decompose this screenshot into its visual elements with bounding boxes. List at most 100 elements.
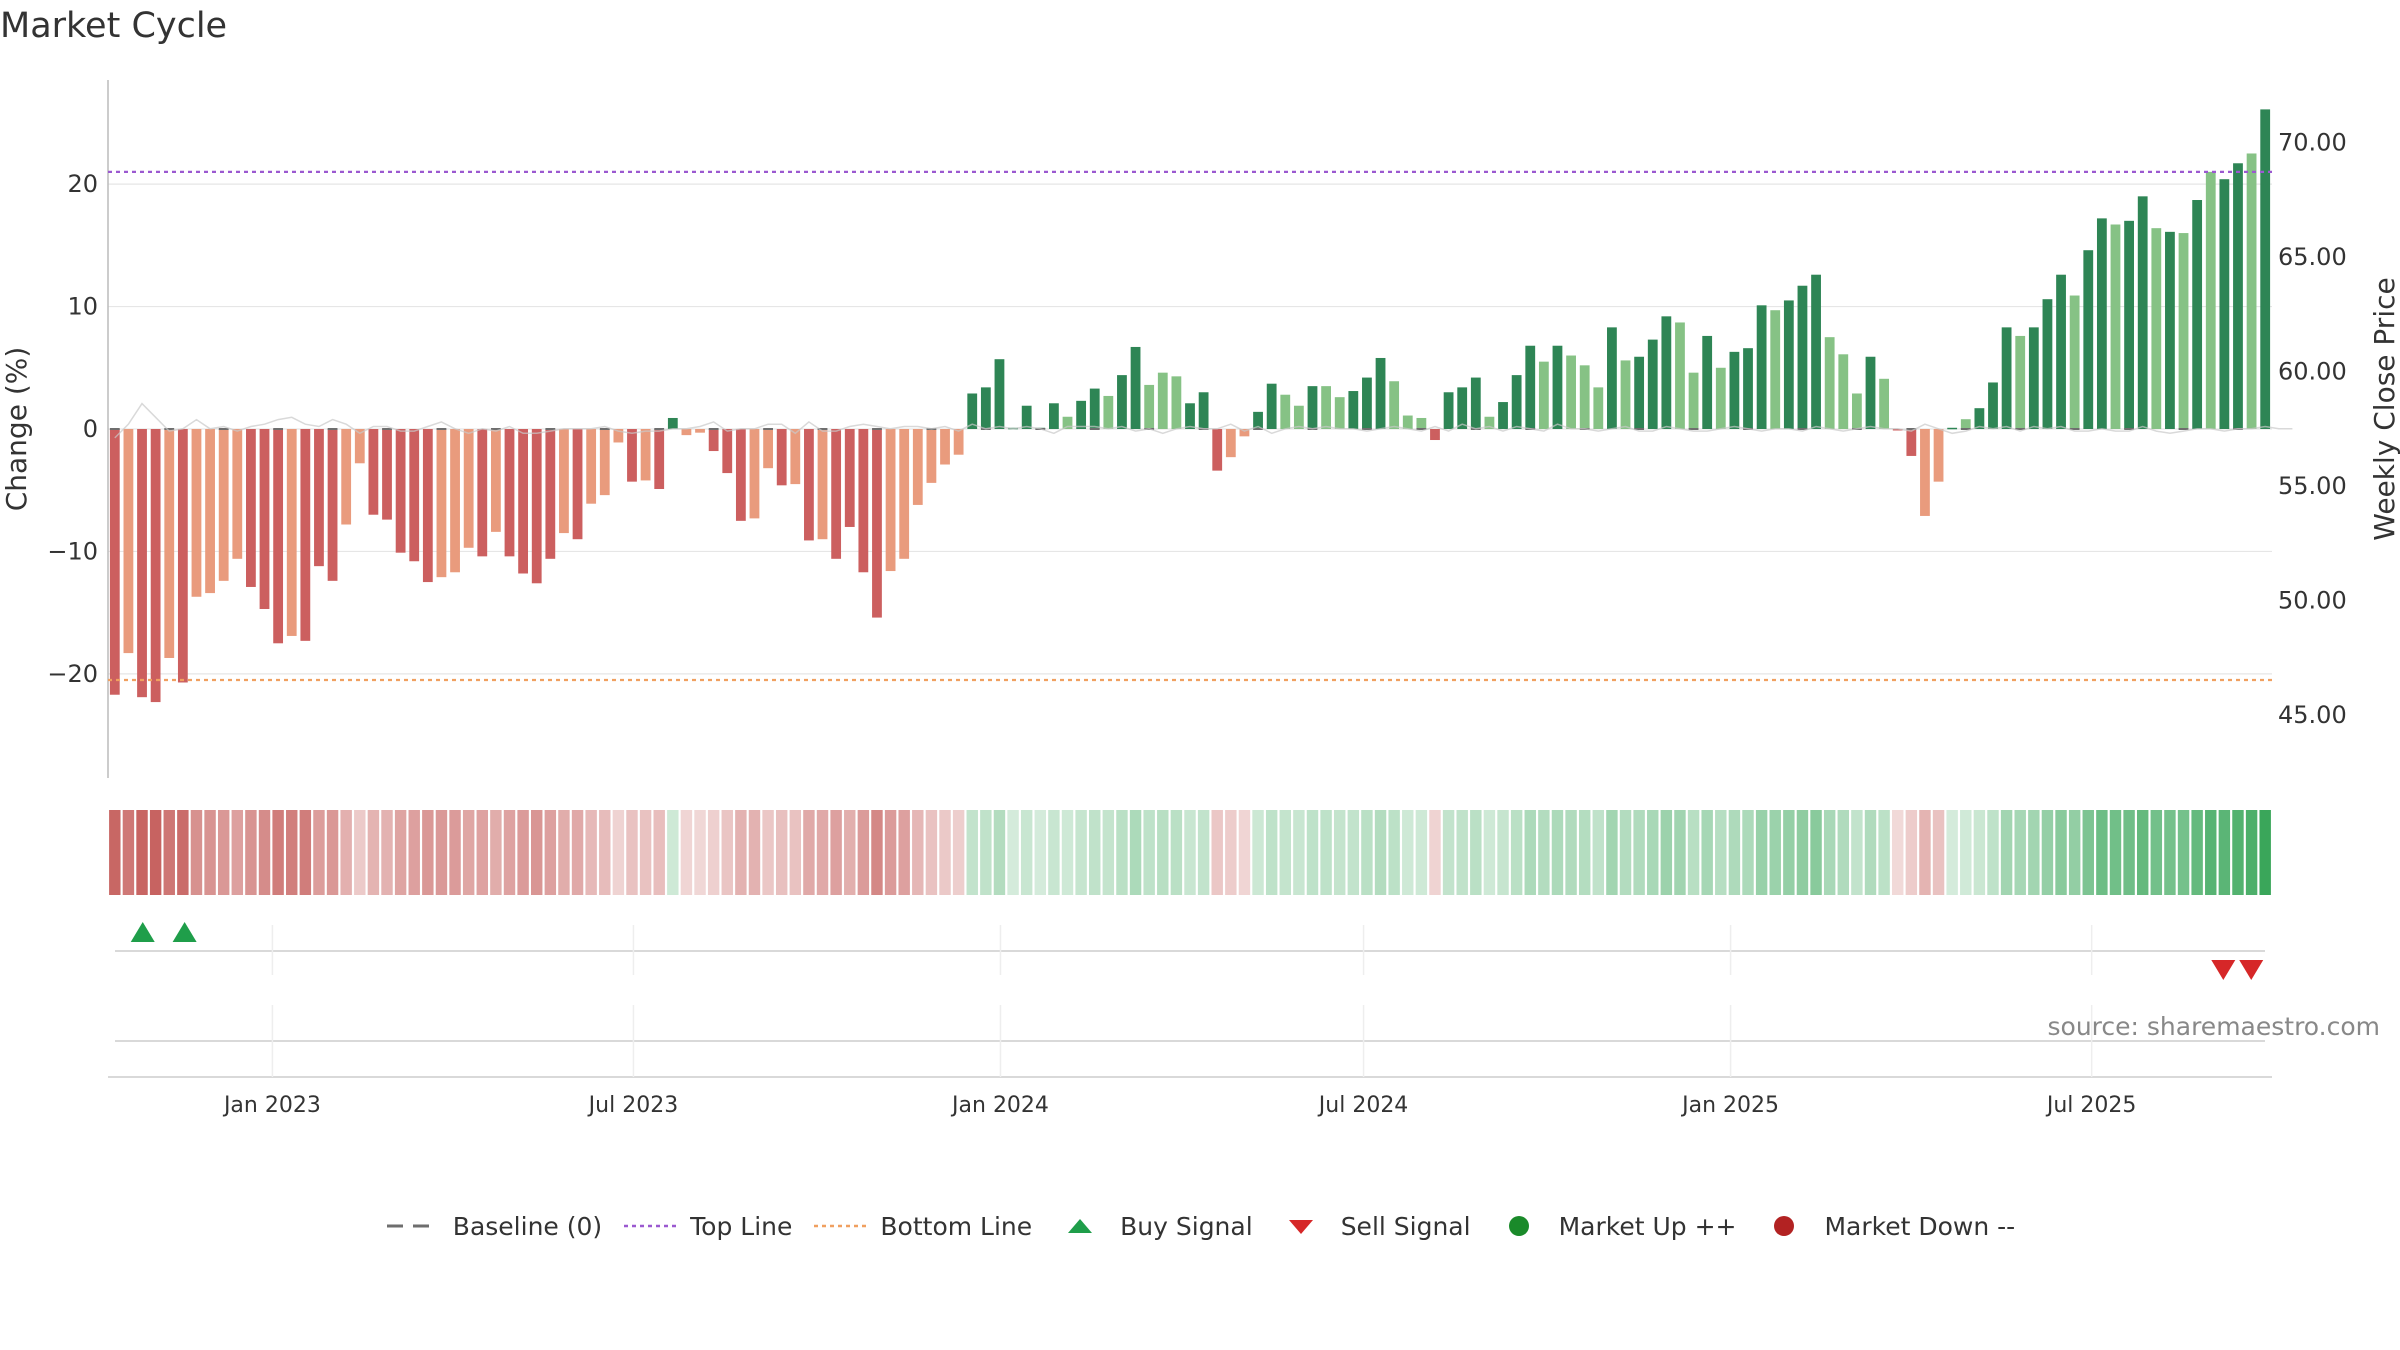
heat-cell-129 bbox=[1864, 810, 1877, 895]
legend-item-2: Bottom Line bbox=[812, 1212, 1032, 1241]
heat-cell-27 bbox=[476, 810, 488, 895]
bar-42 bbox=[681, 429, 692, 436]
bar-71 bbox=[1076, 400, 1087, 429]
bar-142 bbox=[2042, 299, 2053, 429]
heat-cell-98 bbox=[1442, 810, 1455, 895]
bar-40 bbox=[654, 429, 665, 490]
heat-cell-49 bbox=[775, 810, 788, 895]
bar-16 bbox=[327, 429, 338, 581]
bar-120 bbox=[1743, 348, 1753, 429]
bar-89 bbox=[1321, 386, 1332, 429]
heat-cell-53 bbox=[830, 810, 842, 895]
bar-144 bbox=[2069, 295, 2080, 429]
bar-153 bbox=[2192, 200, 2203, 429]
bar-130 bbox=[1879, 378, 1890, 429]
bar-59 bbox=[912, 429, 923, 505]
heat-cell-41 bbox=[667, 810, 679, 895]
heat-cell-74 bbox=[1116, 810, 1128, 895]
legend-label-6: Market Down -- bbox=[1824, 1211, 2016, 1241]
bar-35 bbox=[586, 429, 597, 504]
heat-cell-145 bbox=[2082, 810, 2094, 895]
bar-73 bbox=[1103, 395, 1114, 429]
bar-19 bbox=[368, 429, 379, 515]
bar-21 bbox=[395, 429, 406, 553]
heat-cell-109 bbox=[1592, 810, 1605, 895]
heat-cell-70 bbox=[1061, 810, 1074, 895]
heat-cell-135 bbox=[1946, 810, 1958, 895]
y2-tick-label-5: 45.00 bbox=[2278, 701, 2347, 729]
price-line bbox=[114, 402, 2293, 439]
heat-cell-131 bbox=[1892, 810, 1904, 895]
heat-cell-0 bbox=[109, 810, 121, 895]
heat-cell-47 bbox=[748, 810, 761, 895]
bar-110 bbox=[1607, 327, 1617, 429]
heat-cell-92 bbox=[1361, 810, 1373, 895]
legend-marker-5 bbox=[1508, 1216, 1529, 1236]
bar-87 bbox=[1293, 405, 1304, 429]
heat-cell-118 bbox=[1715, 810, 1727, 895]
heat-cell-95 bbox=[1402, 810, 1414, 895]
legend-marker-2 bbox=[814, 1224, 867, 1228]
heat-cell-4 bbox=[163, 810, 175, 895]
bar-74 bbox=[1117, 375, 1127, 429]
bar-134 bbox=[1933, 429, 1944, 482]
heat-cell-72 bbox=[1089, 810, 1101, 895]
heat-cell-77 bbox=[1157, 810, 1169, 895]
heat-cell-153 bbox=[2191, 810, 2203, 895]
heat-cell-48 bbox=[762, 810, 774, 895]
heat-cell-17 bbox=[340, 810, 352, 895]
heat-cell-38 bbox=[626, 810, 638, 895]
heat-cell-158 bbox=[2259, 810, 2271, 895]
bar-39 bbox=[640, 429, 651, 481]
bar-90 bbox=[1334, 397, 1345, 429]
heat-cell-61 bbox=[939, 810, 951, 895]
heat-cell-79 bbox=[1184, 810, 1196, 895]
heat-cell-36 bbox=[599, 810, 611, 895]
bar-84 bbox=[1253, 411, 1263, 429]
bar-83 bbox=[1239, 429, 1250, 437]
heat-cell-151 bbox=[2164, 810, 2176, 895]
bar-69 bbox=[1048, 403, 1059, 429]
heat-cell-73 bbox=[1102, 810, 1115, 895]
bar-129 bbox=[1865, 356, 1876, 429]
bar-34 bbox=[572, 429, 583, 540]
heat-cell-126 bbox=[1823, 810, 1836, 895]
heat-cell-113 bbox=[1647, 810, 1659, 895]
legend-item-4: Sell Signal bbox=[1273, 1212, 1471, 1241]
bar-107 bbox=[1566, 355, 1576, 429]
bar-36 bbox=[599, 429, 610, 496]
heat-cell-134 bbox=[1932, 810, 1945, 895]
heat-cell-56 bbox=[871, 810, 883, 895]
bar-119 bbox=[1729, 351, 1740, 429]
heat-cell-10 bbox=[245, 810, 257, 895]
bar-28 bbox=[490, 429, 501, 532]
y-tick-label-2: 0 bbox=[83, 415, 98, 443]
heat-cell-76 bbox=[1143, 810, 1155, 895]
x-tick-label-0: Jan 2023 bbox=[222, 1093, 321, 1118]
heat-cell-30 bbox=[517, 810, 529, 895]
bar-61 bbox=[940, 429, 950, 465]
legend-marker-6 bbox=[1774, 1216, 1795, 1236]
bar-141 bbox=[2028, 327, 2039, 429]
bar-92 bbox=[1362, 377, 1372, 429]
bar-88 bbox=[1307, 386, 1318, 429]
bar-41 bbox=[667, 417, 678, 429]
heat-cell-45 bbox=[721, 810, 733, 895]
y2-tick-label-3: 55.00 bbox=[2278, 472, 2347, 500]
heat-cell-140 bbox=[2014, 810, 2026, 895]
heat-cell-141 bbox=[2028, 810, 2040, 895]
y2-axis-title: Weekly Close Price bbox=[2368, 277, 2400, 540]
bar-149 bbox=[2137, 196, 2148, 429]
heat-cell-144 bbox=[2068, 810, 2081, 895]
bar-128 bbox=[1851, 393, 1862, 429]
heat-cell-117 bbox=[1701, 810, 1713, 895]
heat-cell-156 bbox=[2232, 810, 2244, 895]
heat-cell-62 bbox=[952, 810, 965, 895]
bar-124 bbox=[1797, 285, 1808, 429]
heat-cell-21 bbox=[394, 810, 407, 895]
bar-44 bbox=[708, 429, 719, 452]
y2-tick-label-4: 50.00 bbox=[2278, 586, 2347, 614]
heat-cell-28 bbox=[490, 810, 502, 895]
bar-96 bbox=[1416, 417, 1427, 429]
heat-cell-107 bbox=[1565, 810, 1577, 895]
